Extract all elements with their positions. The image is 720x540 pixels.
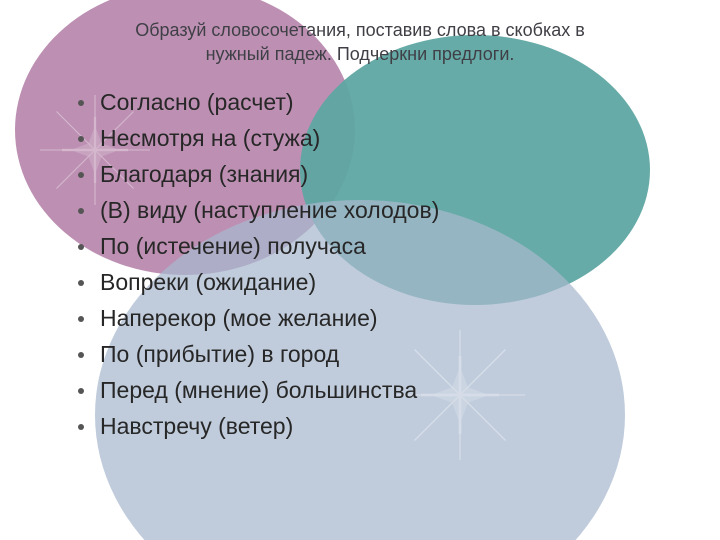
list-item: Навстречу (ветер) — [78, 413, 678, 440]
list-item-label: Навстречу (ветер) — [100, 413, 293, 440]
bullet-icon — [78, 136, 84, 142]
list-item-label: Вопреки (ожидание) — [100, 269, 316, 296]
list-item-label: Благодаря (знания) — [100, 161, 308, 188]
exercise-list: Согласно (расчет) Несмотря на (стужа) Бл… — [78, 80, 678, 449]
list-item-label: По (истечение) получаса — [100, 233, 366, 260]
sparkle-icon — [0, 255, 60, 325]
list-item-label: Согласно (расчет) — [100, 89, 294, 116]
bullet-icon — [78, 424, 84, 430]
list-item-label: По (прибытие) в город — [100, 341, 339, 368]
list-item: По (прибытие) в город — [78, 341, 678, 368]
slide-stage: Образуй словосочетания, поставив слова в… — [0, 0, 720, 540]
bullet-icon — [78, 316, 84, 322]
slide-title: Образуй словосочетания, поставив слова в… — [60, 18, 660, 66]
title-line-2: нужный падеж. Подчеркни предлоги. — [206, 44, 515, 64]
list-item-label: (В) виду (наступление холодов) — [100, 197, 439, 224]
list-item: Наперекор (мое желание) — [78, 305, 678, 332]
bullet-icon — [78, 244, 84, 250]
bullet-icon — [78, 388, 84, 394]
list-item-label: Несмотря на (стужа) — [100, 125, 320, 152]
list-item: По (истечение) получаса — [78, 233, 678, 260]
list-item: Согласно (расчет) — [78, 89, 678, 116]
list-item-label: Перед (мнение) большинства — [100, 377, 417, 404]
list-item: Благодаря (знания) — [78, 161, 678, 188]
list-item: (В) виду (наступление холодов) — [78, 197, 678, 224]
bullet-icon — [78, 352, 84, 358]
bullet-icon — [78, 280, 84, 286]
list-item: Несмотря на (стужа) — [78, 125, 678, 152]
title-line-1: Образуй словосочетания, поставив слова в… — [135, 20, 585, 40]
list-item-label: Наперекор (мое желание) — [100, 305, 378, 332]
bullet-icon — [78, 172, 84, 178]
bullet-icon — [78, 100, 84, 106]
bullet-icon — [78, 208, 84, 214]
list-item: Перед (мнение) большинства — [78, 377, 678, 404]
list-item: Вопреки (ожидание) — [78, 269, 678, 296]
